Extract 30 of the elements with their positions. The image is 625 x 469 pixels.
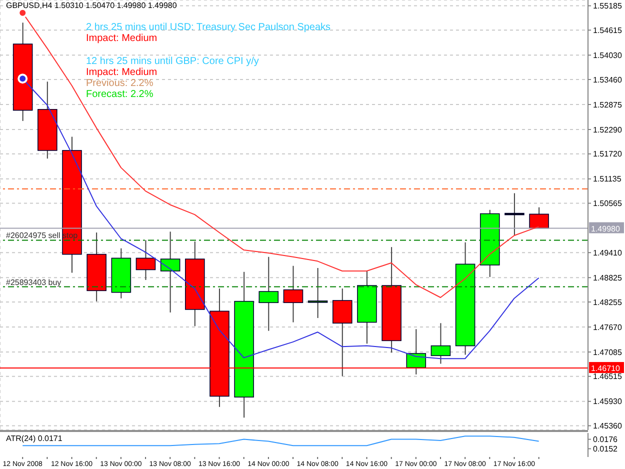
- annotation: 2 hrs 25 mins until USD: Treasury Sec Paulson Speaks: [86, 22, 331, 33]
- ref-line-label: 1.49980: [591, 224, 620, 234]
- y-tick-label: 1.53460: [593, 75, 622, 84]
- y-tick-label: 1.46515: [593, 372, 622, 382]
- chart-title: ATR(24) 0.0171: [6, 434, 62, 443]
- y-tick-label: 1.54030: [593, 50, 622, 60]
- y-tick-label: 1.50565: [593, 199, 622, 208]
- annotation: Impact: Medium: [86, 33, 158, 44]
- y-tick-label: 1.51135: [593, 174, 622, 184]
- y-tick-label: 1.47670: [593, 322, 622, 332]
- y-tick-label: 1.52875: [593, 100, 622, 110]
- ref-line-label: #25893403 buy: [6, 278, 62, 287]
- y-tick-label: 0.0152: [593, 444, 618, 454]
- annotation: Forecast: 2.2%: [86, 89, 154, 100]
- y-tick-label: 1.54615: [593, 26, 622, 35]
- y-tick-label: 1.52290: [593, 125, 622, 134]
- y-tick-label: 1.48255: [593, 298, 622, 307]
- y-tick-label: 1.45360: [593, 422, 622, 431]
- chart-title: GBPUSD,H4 1.50310 1.50470 1.49980 1.49980: [6, 1, 177, 10]
- annotation: Previous: 2.2%: [86, 78, 154, 89]
- y-tick-label: 0.0176: [593, 435, 618, 444]
- y-tick-label: 1.49410: [593, 248, 622, 258]
- y-tick-label: 1.55185: [593, 2, 622, 11]
- ref-line-label: 1.46710: [591, 364, 620, 374]
- y-tick-label: 1.51720: [593, 150, 622, 159]
- y-tick-label: 1.45930: [593, 397, 622, 406]
- annotation: Impact: Medium: [86, 67, 158, 78]
- annotation: 12 hrs 25 mins until GBP: Core CPI y/y: [86, 56, 259, 67]
- y-tick-label: 1.48825: [593, 273, 622, 282]
- y-tick-label: 1.47085: [593, 348, 622, 357]
